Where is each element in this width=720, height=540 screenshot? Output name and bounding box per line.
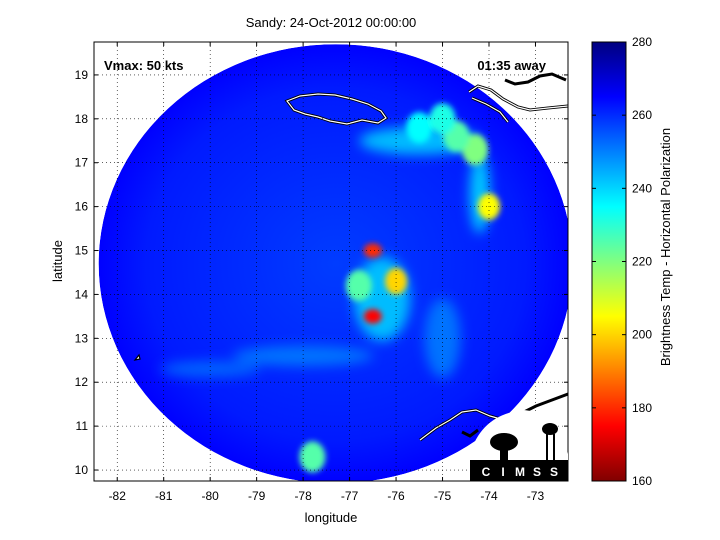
x-tick-label: -80: [202, 489, 220, 503]
small-island: [133, 353, 141, 361]
coastlines: [133, 72, 568, 442]
x-tick-label: -81: [155, 489, 173, 503]
feature-1: [363, 243, 382, 258]
y-tick-label: 11: [76, 419, 89, 433]
x-tick-label: -82: [109, 489, 127, 503]
x-tick-label: -76: [387, 489, 405, 503]
logo-letter: I: [501, 465, 504, 479]
swath-layer: [98, 44, 568, 481]
logo-letter: C: [482, 465, 491, 479]
chart-title: Sandy: 24-Oct-2012 00:00:00: [246, 15, 417, 30]
y-tick-label: 15: [75, 244, 89, 258]
grid: [94, 42, 568, 481]
vmax-annotation: Vmax: 50 kts: [104, 58, 184, 73]
feature-3: [345, 270, 372, 302]
y-tick-label: 19: [75, 68, 89, 82]
water-tower-icon: [542, 423, 558, 460]
x-tick-label: -77: [341, 489, 359, 503]
logo-letter: M: [515, 465, 525, 479]
colorbar-tick-label: 260: [632, 108, 652, 122]
y-tick-label: 17: [75, 156, 89, 170]
logo-letter: S: [550, 465, 558, 479]
x-ticks: -82 -81 -80 -79 -78 -77 -76 -75 -74 -73: [109, 42, 545, 503]
y-tick-label: 13: [75, 331, 89, 345]
y-tick-label: 14: [75, 287, 89, 301]
colorbar-ticks: 160 180 200 220 240 260 280: [592, 35, 652, 488]
colorbar-tick-label: 200: [632, 328, 652, 342]
feature-7: [406, 112, 433, 144]
y-tick-label: 12: [75, 375, 89, 389]
satellite-dish-icon: [490, 433, 518, 460]
colorbar: [591, 41, 627, 482]
logo-letter: S: [533, 465, 541, 479]
colorbar-tick-label: 280: [632, 35, 652, 49]
feature-2: [385, 268, 408, 295]
plot-frame: [93, 41, 569, 482]
x-tick-label: -74: [480, 489, 498, 503]
y-tick-label: 18: [75, 112, 89, 126]
feature-8: [299, 441, 326, 473]
y-tick-label: 16: [75, 200, 89, 214]
y-axis-label: latitude: [50, 240, 65, 282]
time-away-annotation: 01:35 away: [477, 58, 546, 73]
colorbar-tick-label: 220: [632, 255, 652, 269]
feature-0: [363, 309, 382, 324]
colorbar-tick-label: 160: [632, 474, 652, 488]
x-tick-label: -79: [248, 489, 266, 503]
colorbar-label: Brightness Temp - Horizontal Polarizatio…: [658, 128, 673, 366]
x-tick-label: -73: [527, 489, 545, 503]
colorbar-tick-label: 180: [632, 401, 652, 415]
x-tick-label: -78: [294, 489, 312, 503]
colorbar-tick-label: 240: [632, 181, 652, 195]
y-ticks: 10 11 12 13 14 15 16 17 18 19: [75, 68, 568, 477]
y-tick-label: 10: [75, 463, 89, 477]
x-tick-label: -75: [434, 489, 452, 503]
x-axis-label: longitude: [305, 510, 358, 525]
